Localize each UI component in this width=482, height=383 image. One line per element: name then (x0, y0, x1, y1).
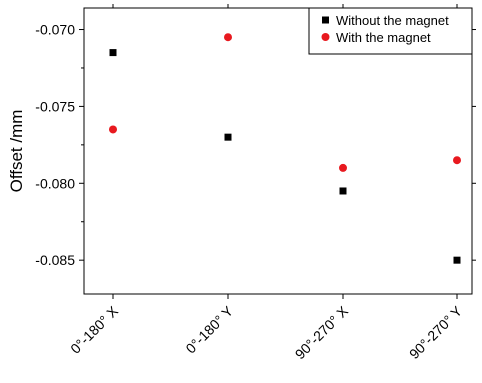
point-without-magnet (453, 256, 461, 264)
point-with-magnet (453, 156, 461, 165)
point-without-magnet (109, 49, 117, 57)
legend-box (308, 7, 473, 55)
legend-marker-square (322, 16, 329, 24)
y-axis-label: Offset /mm (7, 110, 26, 193)
legend-label: Without the magnet (336, 13, 449, 28)
x-axis: 0°-180° X 0°-180° Y 90°-270° X 90°-270° Y (67, 4, 466, 362)
plot-frame (83, 7, 473, 295)
legend-marker-circle (321, 33, 330, 41)
y-axis: -0.085 -0.080 -0.075 -0.070 (35, 22, 476, 268)
point-with-magnet (109, 125, 117, 134)
data-points (109, 33, 461, 264)
y-tick-label: -0.070 (35, 22, 75, 38)
legend: Without the magnet With the magnet (308, 7, 473, 55)
x-tick-label: 90°-270° X (292, 302, 352, 362)
x-tick-label: 90°-270° Y (406, 302, 466, 362)
point-with-magnet (339, 163, 347, 172)
x-tick-label: 0°-180° Y (182, 302, 236, 356)
point-without-magnet (224, 133, 232, 141)
point-with-magnet (224, 33, 232, 42)
y-tick-label: -0.085 (35, 252, 75, 268)
legend-label: With the magnet (336, 30, 431, 45)
x-tick-label: 0°-180° X (67, 302, 121, 356)
y-tick-label: -0.075 (35, 98, 75, 114)
point-without-magnet (339, 187, 347, 195)
y-tick-label: -0.080 (35, 175, 75, 191)
